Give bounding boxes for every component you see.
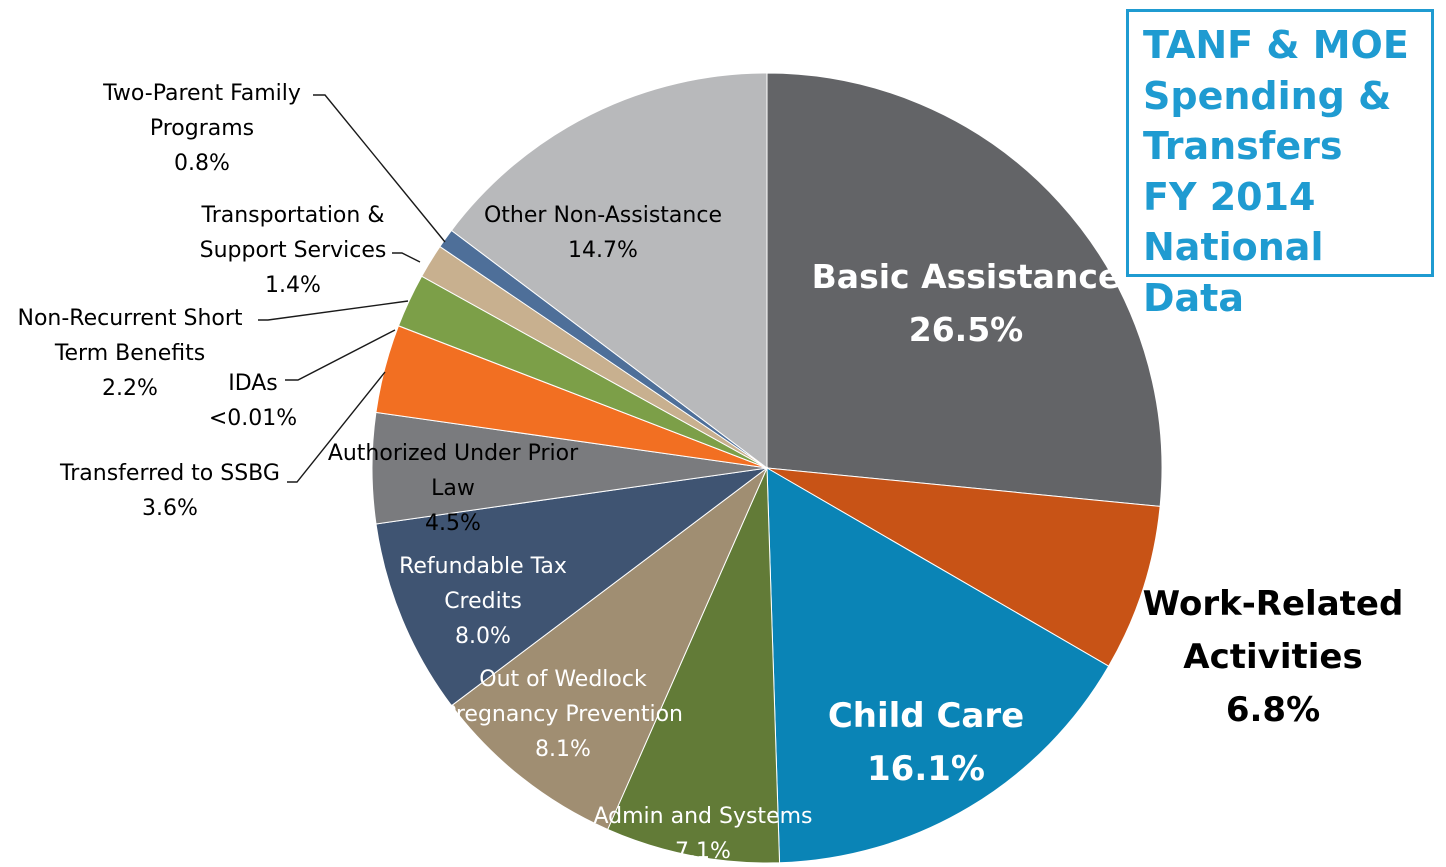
pie-slice-refundable-tax-credits [375,467,768,707]
pie-slice-basic-assistance [766,72,1163,507]
slice-labels: Basic Assistance 26.5% Work-Related Activit… [17,81,1403,864]
leader-line [258,300,409,321]
leader-line [285,329,396,381]
slice-label-line: 2.2% [102,376,158,401]
slice-label-line: Out of Wedlock [479,667,647,692]
slice-label-line: 26.5% [909,310,1024,349]
slice-label-line: 3.6% [142,496,198,521]
slice-label: Basic Assistance 26.5% [812,257,1121,349]
slice-label: Two-Parent Family Programs 0.8% [102,81,301,176]
leader-line [313,94,446,243]
slice-label-line: 8.1% [535,737,591,762]
slice-label: Transportation & Support Services 1.4% [200,203,387,298]
pie-slice-other-non-assistance [450,72,768,470]
pie-slice-child-care [766,467,1110,864]
slice-label: Admin and Systems 7.1% [594,804,813,864]
slice-label-line: Authorized Under Prior [328,441,579,466]
slice-label-line: 6.8% [1226,690,1320,730]
slice-label-line: Transferred to SSBG [59,461,280,486]
chart-title-line: Spending & [1143,73,1392,118]
slice-label-line: Two-Parent Family [102,81,301,106]
slice-label-line: Activities [1183,637,1362,677]
chart-title-line: TANF & MOE [1143,23,1409,67]
slice-label-line: Term Benefits [54,341,205,366]
slice-label-line: Basic Assistance [812,257,1121,296]
slice-label: IDAs <0.01% [209,371,297,431]
slice-label: Non-Recurrent Short Term Benefits 2.2% [17,306,242,401]
slice-label-line: Credits [444,589,522,614]
chart-title-line: National Data [1143,225,1324,320]
slice-label-line: Programs [150,116,254,141]
pie-slice-admin-and-systems [607,467,781,864]
slice-label-line: Transportation & [200,203,384,228]
slice-label-line: 4.5% [425,511,481,536]
slice-label-line: IDAs [228,371,278,396]
chart-title-box: TANF & MOE Spending & Transfers FY 2014 … [1126,9,1434,320]
slice-label-line: Work-Related [1143,584,1404,624]
slice-label: Child Care 16.1% [828,696,1024,789]
slice-label-line: 16.1% [867,749,985,789]
slice-label: Other Non-Assistance 14.7% [484,203,722,263]
slice-label-line: <0.01% [209,406,297,431]
slice-label-line: Non-Recurrent Short [17,306,242,331]
leader-line [287,371,386,483]
slice-label: Authorized Under Prior Law 4.5% [328,441,579,536]
slice-label-line: Law [431,476,475,501]
slice-label-line: 14.7% [568,238,638,263]
leader-line [392,252,421,263]
slice-label-line: 8.0% [455,624,511,649]
leader-lines [258,94,446,483]
slice-label-line: Child Care [828,696,1024,736]
slice-label-line: Support Services [200,238,387,263]
pie-slice-work-related-activities [766,467,1161,667]
slice-label-line: Other Non-Assistance [484,203,722,228]
slice-label: Out of Wedlock Pregnancy Prevention 8.1% [443,667,683,762]
slice-label-line: 1.4% [265,273,321,298]
pie-slice-out-of-wedlock-pregnancy-prevention [450,466,769,831]
slice-label: Work-Related Activities 6.8% [1143,584,1404,730]
slice-label-line: Admin and Systems [594,804,813,829]
slice-label-line: 7.1% [675,839,731,864]
slice-label: Transferred to SSBG 3.6% [59,461,280,521]
slice-label-line: 0.8% [174,151,230,176]
slice-label-line: Pregnancy Prevention [443,702,683,727]
slice-label-line: Refundable Tax [399,554,567,579]
chart-title-line: Transfers [1143,124,1343,168]
chart-title-line: FY 2014 [1143,174,1316,219]
pie-slices [371,72,1163,864]
slice-label: Refundable Tax Credits 8.0% [399,554,567,649]
